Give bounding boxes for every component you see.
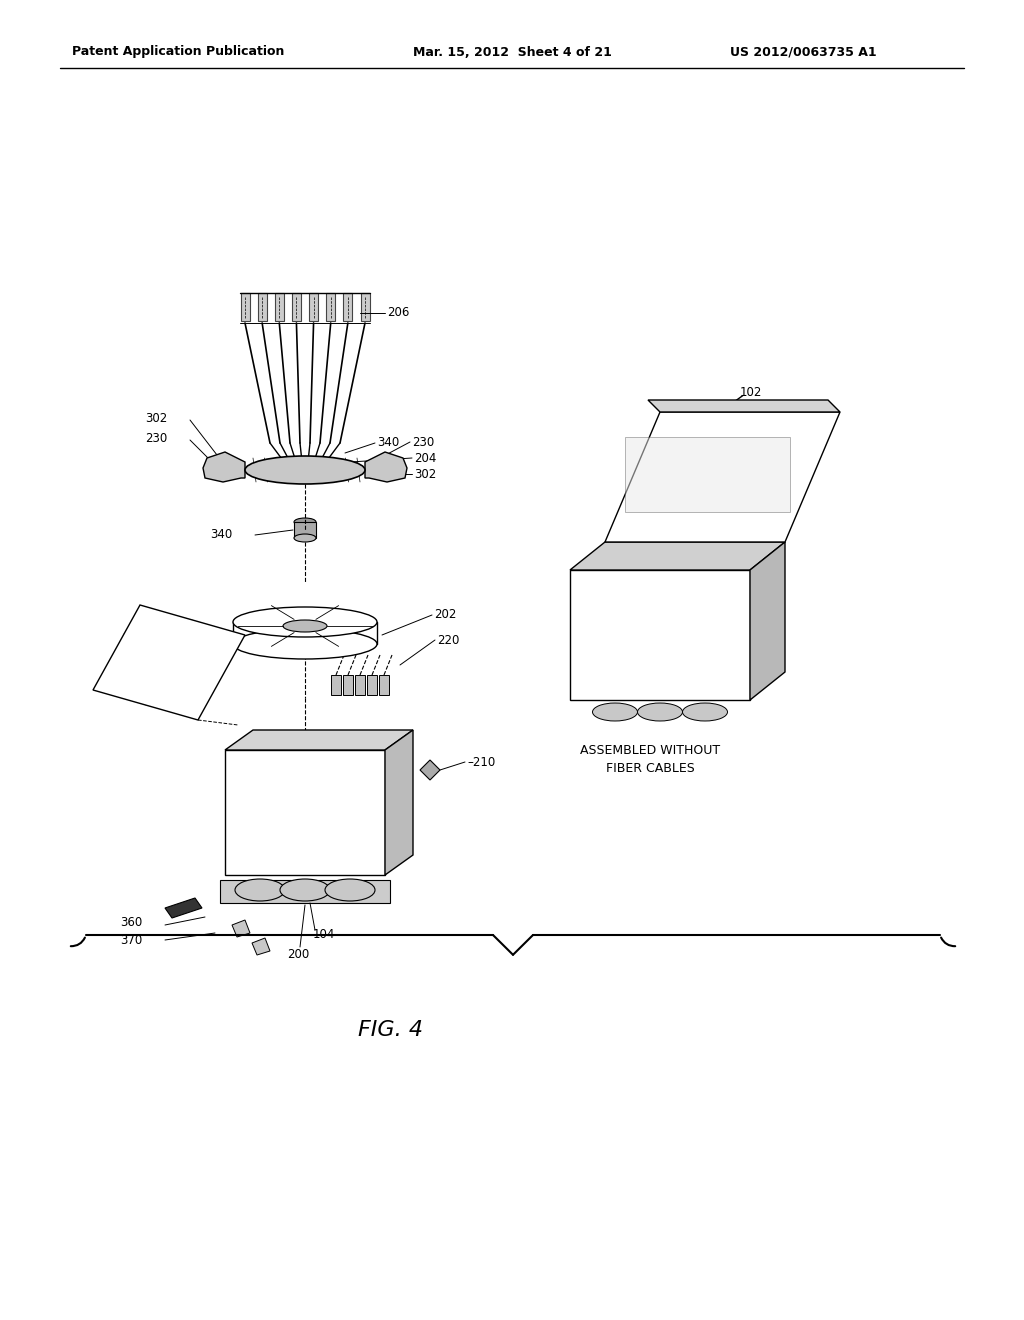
Ellipse shape xyxy=(294,517,316,525)
Ellipse shape xyxy=(234,879,285,902)
Polygon shape xyxy=(570,543,785,570)
Polygon shape xyxy=(648,400,840,412)
Polygon shape xyxy=(420,760,440,780)
Text: 302: 302 xyxy=(414,467,436,480)
FancyBboxPatch shape xyxy=(360,293,370,321)
Polygon shape xyxy=(750,543,785,700)
Text: 340: 340 xyxy=(210,528,232,541)
Text: 220: 220 xyxy=(437,634,460,647)
Text: 102: 102 xyxy=(740,385,763,399)
Text: 302: 302 xyxy=(145,412,167,425)
FancyBboxPatch shape xyxy=(292,293,301,321)
FancyBboxPatch shape xyxy=(258,293,266,321)
Text: 200: 200 xyxy=(287,949,309,961)
FancyBboxPatch shape xyxy=(274,293,284,321)
Ellipse shape xyxy=(233,607,377,638)
Ellipse shape xyxy=(683,704,727,721)
Text: 340: 340 xyxy=(377,437,399,450)
Polygon shape xyxy=(252,939,270,954)
Ellipse shape xyxy=(593,704,638,721)
Text: FIG. 4: FIG. 4 xyxy=(357,1020,423,1040)
Bar xyxy=(294,521,316,539)
FancyBboxPatch shape xyxy=(367,675,377,696)
Text: ASSEMBLED WITHOUT: ASSEMBLED WITHOUT xyxy=(580,743,720,756)
Text: 204: 204 xyxy=(414,451,436,465)
Text: 360: 360 xyxy=(120,916,142,929)
Text: Mar. 15, 2012  Sheet 4 of 21: Mar. 15, 2012 Sheet 4 of 21 xyxy=(413,45,611,58)
Ellipse shape xyxy=(294,535,316,543)
FancyBboxPatch shape xyxy=(343,675,353,696)
Circle shape xyxy=(138,671,148,680)
Polygon shape xyxy=(365,451,407,482)
Polygon shape xyxy=(385,730,413,875)
Polygon shape xyxy=(225,750,385,875)
Ellipse shape xyxy=(280,879,330,902)
Polygon shape xyxy=(220,880,390,903)
Polygon shape xyxy=(203,451,245,482)
Ellipse shape xyxy=(283,620,327,632)
Ellipse shape xyxy=(638,704,683,721)
FancyBboxPatch shape xyxy=(309,293,318,321)
Text: 206: 206 xyxy=(387,306,410,319)
Text: –210: –210 xyxy=(467,755,496,768)
Ellipse shape xyxy=(245,455,365,484)
Text: 104: 104 xyxy=(313,928,336,941)
Polygon shape xyxy=(225,730,413,750)
Text: 230: 230 xyxy=(145,432,167,445)
Text: FIBER CABLES: FIBER CABLES xyxy=(605,762,694,775)
Ellipse shape xyxy=(325,879,375,902)
FancyBboxPatch shape xyxy=(343,293,352,321)
Ellipse shape xyxy=(233,630,377,659)
Text: 230: 230 xyxy=(412,436,434,449)
Polygon shape xyxy=(165,898,202,917)
Polygon shape xyxy=(93,605,245,719)
Text: Patent Application Publication: Patent Application Publication xyxy=(72,45,285,58)
Polygon shape xyxy=(232,920,250,937)
Text: 370: 370 xyxy=(120,933,142,946)
FancyBboxPatch shape xyxy=(625,437,790,512)
Polygon shape xyxy=(605,412,840,543)
FancyBboxPatch shape xyxy=(241,293,250,321)
Polygon shape xyxy=(570,570,750,700)
Text: US 2012/0063735 A1: US 2012/0063735 A1 xyxy=(730,45,877,58)
FancyBboxPatch shape xyxy=(331,675,341,696)
Text: 202: 202 xyxy=(434,609,457,622)
FancyBboxPatch shape xyxy=(327,293,335,321)
FancyBboxPatch shape xyxy=(355,675,365,696)
FancyBboxPatch shape xyxy=(379,675,389,696)
